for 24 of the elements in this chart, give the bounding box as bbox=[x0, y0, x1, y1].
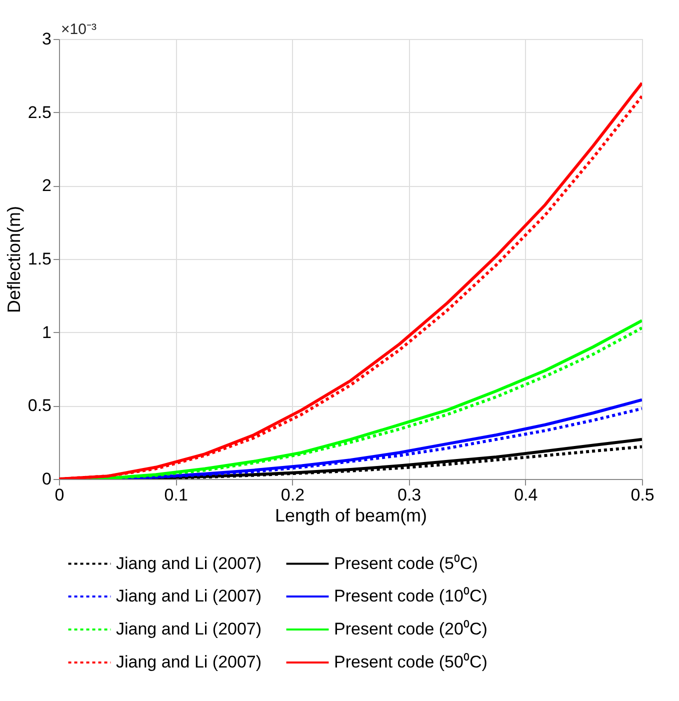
x-tick-label: 0.5 bbox=[630, 486, 654, 504]
legend-label: Jiang and Li (2007) bbox=[116, 554, 262, 573]
legend-label: Jiang and Li (2007) bbox=[116, 586, 262, 606]
legend-label: Present code (10⁰C) bbox=[334, 586, 488, 606]
y-tick-label: 0 bbox=[42, 470, 52, 488]
x-tick-label: 0.1 bbox=[164, 486, 188, 504]
x-axis-title: Length of beam(m) bbox=[274, 506, 428, 526]
text: ×10⁻³ bbox=[61, 21, 96, 38]
x-tick-label: 0.2 bbox=[280, 486, 305, 504]
legend-label: Jiang and Li (2007) bbox=[116, 620, 262, 638]
legend-label: Jiang and Li (2007) bbox=[116, 652, 262, 672]
y-axis-title: Deflection(m) bbox=[4, 206, 24, 314]
y-tick-label: 2.5 bbox=[28, 102, 52, 122]
legend-label: Present code (5⁰C) bbox=[334, 554, 478, 573]
y-tick-label: 0.5 bbox=[28, 396, 52, 416]
x-tick-label: 0 bbox=[54, 486, 64, 504]
x-tick-label: 0.4 bbox=[514, 486, 538, 504]
legend-label: Present code (50⁰C) bbox=[334, 652, 488, 672]
x-tick-label: 0.3 bbox=[397, 486, 422, 504]
y-tick-label: 3 bbox=[42, 30, 52, 48]
legend-label: Present code (20⁰C) bbox=[334, 620, 488, 638]
y-tick-label: 1.5 bbox=[28, 250, 52, 268]
y-tick-label: 1 bbox=[42, 322, 52, 342]
y-tick-label: 2 bbox=[42, 176, 52, 196]
